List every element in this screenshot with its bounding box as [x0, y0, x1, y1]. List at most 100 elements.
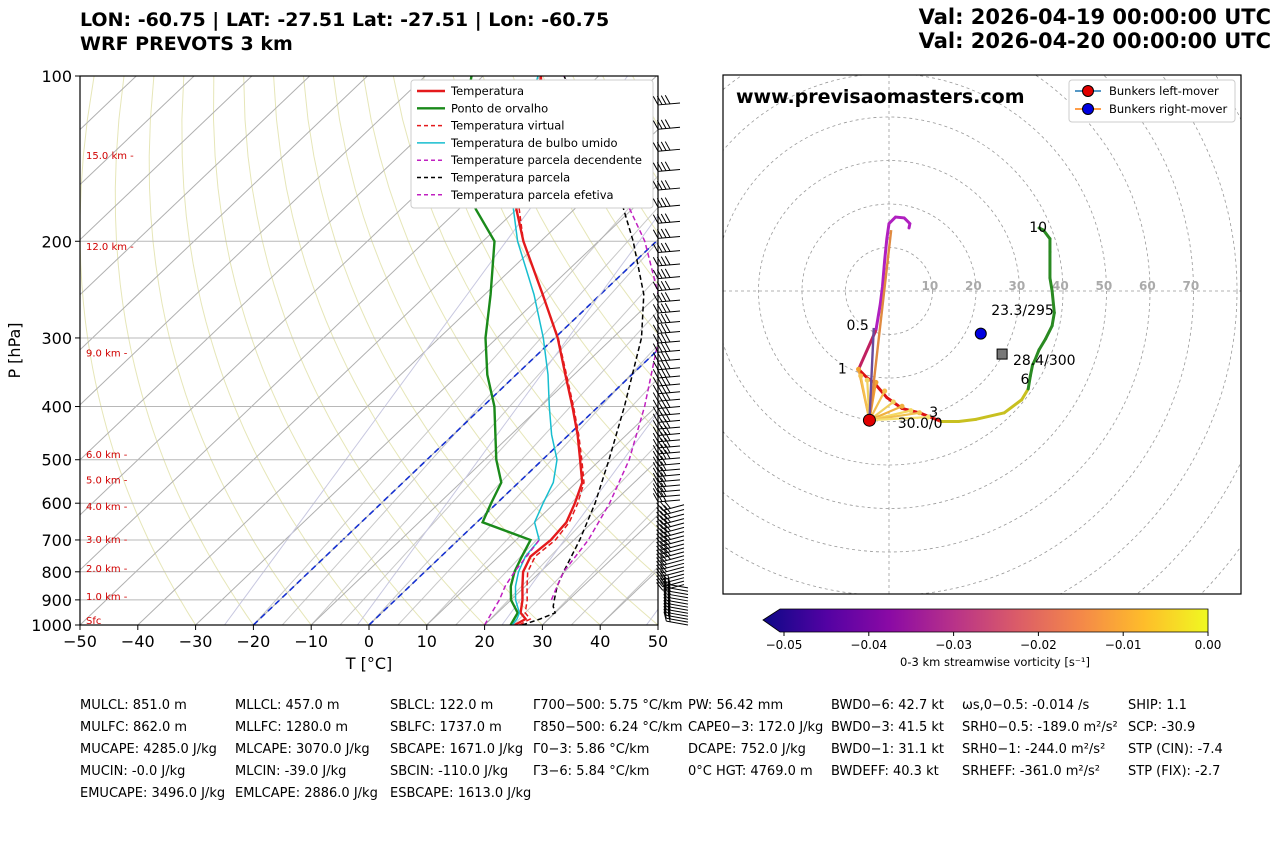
dry-adiabat: [422, 76, 658, 481]
sr-arrow-head: [856, 366, 862, 372]
barb-flag: [667, 609, 671, 620]
barb-flag: [652, 314, 659, 324]
bunkers-left-marker: [862, 413, 876, 427]
moist-adiabat: [339, 275, 658, 625]
barb-flag: [660, 477, 667, 487]
barb-flag: [656, 477, 663, 487]
wind-barb: [652, 359, 681, 371]
index-value: MLCIN: -39.0 J/kg: [235, 764, 347, 779]
wind-barb: [652, 213, 681, 224]
sr-arrow-head: [908, 408, 914, 414]
barb-flag: [656, 292, 663, 302]
speed-ring: [1059, 75, 1238, 594]
barb-flag: [663, 608, 667, 619]
index-value: BWDEFF: 40.3 kt: [831, 764, 939, 779]
wind-barb: [652, 461, 681, 472]
barb-flag: [652, 304, 659, 314]
barb-flag: [652, 456, 659, 466]
effective-inflow-line: [868, 327, 875, 421]
wind-barb: [652, 313, 681, 324]
dry-adiabat: [482, 76, 658, 385]
skewt-legend: Temperatura Ponto de orvalho Temperatura v…: [410, 79, 654, 209]
barb-flag: [652, 377, 659, 387]
legend-entry: Temperatura de bulbo umido: [450, 136, 618, 150]
wind-barb: [652, 242, 681, 254]
dry-adiabat: [212, 76, 428, 625]
barb-flag: [656, 520, 664, 530]
barb-flag: [660, 213, 667, 223]
dry-adiabat: [392, 76, 658, 530]
barb-flag: [667, 606, 671, 617]
barb-flag: [656, 553, 664, 562]
height-label: 5.0 km -: [86, 475, 128, 486]
barb-flag: [656, 229, 663, 239]
index-value: MLLFC: 1280.0 m: [235, 720, 349, 735]
wind-barb: [652, 466, 681, 477]
wind-barb: [663, 596, 689, 611]
y-axis-label: P [hPa]: [5, 322, 24, 378]
moist-adiabat: [310, 240, 658, 625]
colorbar-bar: [762, 608, 1209, 633]
hodograph-segment: [1026, 374, 1032, 391]
index-value: MUCAPE: 4285.0 J/kg: [80, 742, 217, 757]
barb-flag: [660, 141, 667, 151]
dry-adiabat: [273, 76, 543, 625]
hodograph-segment: [1033, 348, 1041, 363]
sr-arrow-head: [925, 414, 931, 420]
barb-flag: [660, 574, 668, 583]
legend-entry: Bunkers right-mover: [1109, 102, 1227, 116]
barb-flag: [660, 552, 668, 561]
hodograph-frame: [722, 74, 1242, 595]
height-point-label: 10: [1029, 220, 1047, 236]
barb-flag: [660, 540, 668, 549]
barb-flag: [663, 590, 667, 601]
wind-barb: [652, 303, 681, 314]
y-tick-label: 700: [41, 531, 72, 550]
barb-flag: [656, 578, 664, 588]
barb-flag: [660, 323, 667, 333]
speed-ring: [723, 116, 1064, 466]
barb-flag: [664, 180, 671, 190]
index-value: Γ3−6: 5.84 °C/km: [533, 764, 650, 779]
index-value: MLCAPE: 3070.0 J/kg: [235, 742, 370, 757]
hodograph-segment: [1050, 311, 1056, 328]
wind-barb: [663, 599, 689, 614]
barb-flag: [652, 229, 659, 239]
barb-flag: [660, 333, 667, 343]
barb-flag: [663, 593, 667, 604]
dry-adiabat: [303, 76, 601, 625]
barb-flag: [652, 467, 659, 477]
barb-flag: [656, 214, 663, 224]
index-value: SBLCL: 122.0 m: [390, 698, 494, 713]
barb-flag: [656, 456, 663, 466]
index-value: BWD0−3: 41.5 kt: [831, 720, 944, 735]
wind-barb: [663, 593, 689, 608]
height-point-label: 3: [929, 405, 938, 421]
height-label: 9.0 km -: [86, 348, 128, 359]
x-tick-label: 0: [364, 632, 374, 651]
wind-barb: [652, 256, 681, 267]
barb-flag: [652, 426, 659, 436]
wind-barb: [652, 431, 681, 443]
barb-flag: [656, 582, 664, 591]
barb-flag: [656, 351, 663, 362]
barb-flag: [660, 119, 667, 129]
hodograph-upper-segment: [874, 215, 912, 332]
barb-flag: [660, 438, 667, 448]
profile-temperatura: [513, 76, 584, 625]
legend-box: [410, 79, 654, 209]
barb-flag: [652, 488, 659, 498]
barb-flag: [664, 280, 671, 290]
sr-arrow-head: [858, 373, 864, 379]
isotherm-highlight: [368, 348, 658, 625]
barb-flag: [664, 95, 671, 105]
barb-flag: [663, 602, 667, 613]
barb-flag: [656, 472, 663, 482]
isotherm: [80, 76, 368, 351]
barb-flag: [660, 161, 667, 171]
moist-adiabat: [570, 536, 658, 625]
barb-flag: [664, 268, 671, 278]
barb-flag: [664, 228, 671, 238]
y-tick-label: 900: [41, 591, 72, 610]
barb-flag: [660, 570, 668, 580]
